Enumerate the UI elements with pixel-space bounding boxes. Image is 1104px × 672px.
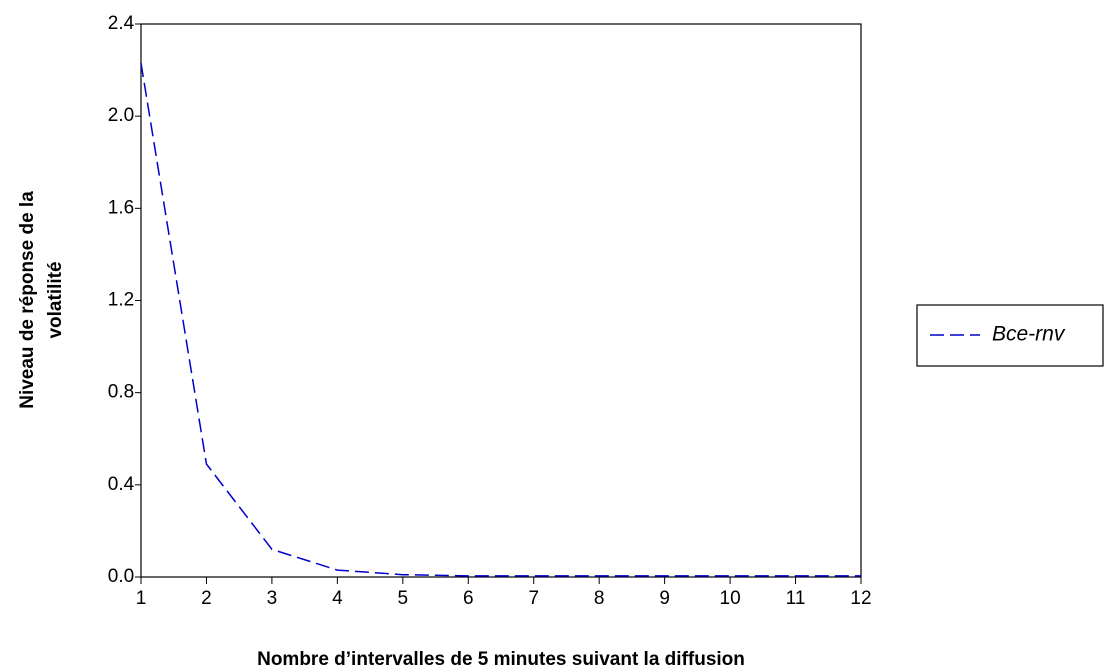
y-tick-label: 0.0 bbox=[108, 566, 134, 587]
legend-box bbox=[916, 304, 1104, 367]
x-tick-label: 6 bbox=[463, 588, 474, 609]
x-tick-label: 4 bbox=[332, 588, 343, 609]
legend-label: Bce-rnv bbox=[992, 323, 1066, 346]
x-tick-label: 2 bbox=[201, 588, 212, 609]
y-tick-label: 1.6 bbox=[108, 197, 134, 218]
plot-frame bbox=[140, 23, 862, 578]
y-axis-label-line: Niveau de réponse de la bbox=[17, 191, 38, 409]
x-tick-label: 5 bbox=[398, 588, 409, 609]
y-tick-label: 2.4 bbox=[108, 13, 135, 34]
y-tick-label: 2.0 bbox=[108, 105, 134, 126]
x-tick-label: 10 bbox=[720, 588, 741, 609]
y-axis-label: Niveau de réponse de la volatilité bbox=[17, 191, 66, 409]
x-tick-label: 7 bbox=[528, 588, 539, 609]
x-tick-label: 8 bbox=[594, 588, 605, 609]
x-tick-label: 1 bbox=[136, 588, 147, 609]
x-tick-label: 11 bbox=[786, 588, 806, 609]
y-tick-label: 1.2 bbox=[108, 290, 134, 311]
x-tick-label: 9 bbox=[659, 588, 670, 609]
series-line bbox=[140, 63, 861, 577]
x-axis-label: Nombre d’intervalles de 5 minutes suivan… bbox=[257, 649, 745, 670]
y-tick-label: 0.8 bbox=[108, 382, 134, 403]
x-tick-label: 3 bbox=[267, 588, 278, 609]
y-axis-label-line: volatilité bbox=[45, 261, 66, 338]
x-tick-label: 12 bbox=[850, 588, 871, 609]
y-tick-label: 0.4 bbox=[108, 474, 135, 495]
